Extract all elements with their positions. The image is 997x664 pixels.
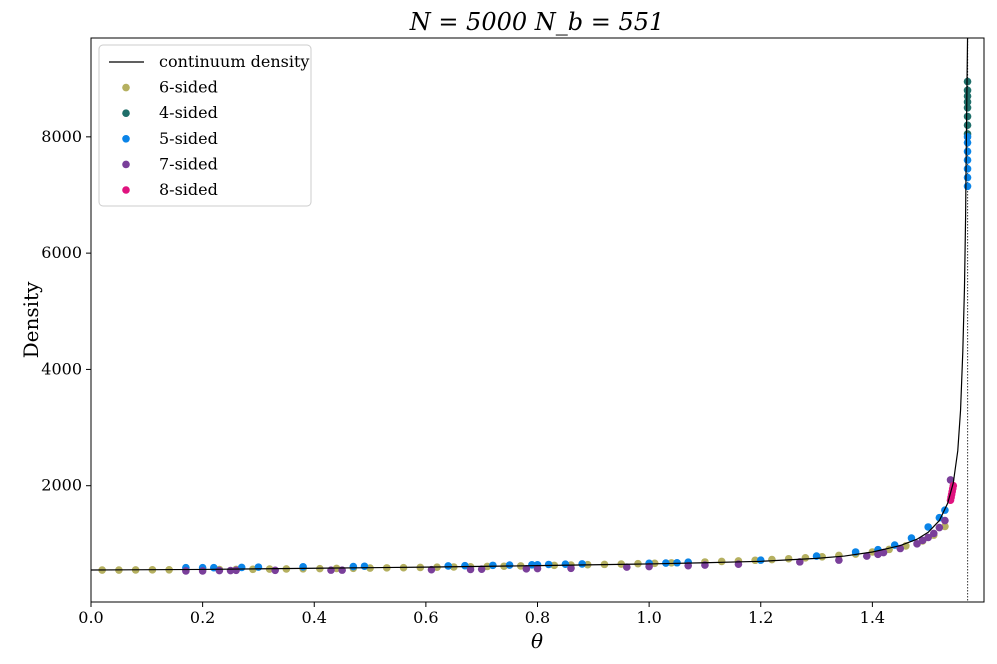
point-7-sided <box>918 536 927 545</box>
point-7-sided <box>879 548 888 557</box>
plot-inner <box>91 38 972 602</box>
point-4-sided <box>963 98 972 106</box>
point-7-sided <box>684 561 692 570</box>
continuum-density-line <box>91 38 969 571</box>
x-tick-label: 0.0 <box>78 608 103 627</box>
point-5-sided <box>578 560 586 568</box>
point-5-sided <box>489 561 497 570</box>
point-7-sided <box>924 533 932 542</box>
point-7-sided <box>946 476 955 484</box>
point-4-sided <box>963 121 972 130</box>
point-7-sided <box>533 564 542 573</box>
point-7-sided <box>427 565 436 574</box>
legend-label-continuum-density: continuum density <box>159 52 309 71</box>
point-7-sided <box>182 567 190 575</box>
x-tick-label: 0.2 <box>190 608 215 627</box>
point-5-sided <box>254 563 263 571</box>
x-tick-label: 0.8 <box>525 608 550 627</box>
point-5-sided <box>924 523 932 531</box>
point-5-sided <box>505 561 514 569</box>
point-5-sided <box>299 563 307 571</box>
point-7-sided <box>623 563 631 571</box>
point-5-sided <box>444 562 453 570</box>
x-tick-label: 0.4 <box>302 608 327 627</box>
point-7-sided <box>929 529 938 538</box>
x-tick-label: 1.4 <box>860 608 885 627</box>
legend-label-5-sided: 5-sided <box>159 129 218 148</box>
point-7-sided <box>522 565 531 573</box>
point-6-sided <box>717 557 726 566</box>
point-5-sided <box>528 560 536 569</box>
legend-swatch-8-sided <box>122 186 130 194</box>
legend-swatch-7-sided <box>122 160 130 169</box>
legend-box <box>98 44 312 207</box>
legend-label-7-sided: 7-sided <box>159 154 218 173</box>
point-4-sided <box>963 86 972 95</box>
plot-area: 0.0 0.2 0.4 0.6 0.8 1.0 1.2 1.4 2000 4000 6000 8000 <box>41 37 985 627</box>
x-tick-label: 0.6 <box>413 608 438 627</box>
x-tick-label: 1.0 <box>636 608 661 627</box>
legend-swatch-4-sided <box>122 109 130 117</box>
point-5-sided <box>544 560 553 569</box>
point-5-sided <box>561 560 570 569</box>
point-7-sided <box>567 564 575 573</box>
point-5-sided <box>349 562 358 571</box>
point-7-sided <box>835 556 843 564</box>
point-7-sided <box>466 565 475 574</box>
y-tick-label: 4000 <box>41 359 82 378</box>
y-tick-label: 6000 <box>41 243 82 262</box>
point-6-sided <box>751 556 759 565</box>
point-7-sided <box>796 558 804 566</box>
point-5-sided <box>360 562 369 571</box>
point-6-sided <box>768 555 776 564</box>
y-axis-label: Density <box>19 281 43 358</box>
point-7-sided <box>941 516 949 525</box>
point-5-sided <box>963 182 972 191</box>
point-6-sided <box>801 554 810 562</box>
y-tick-label: 8000 <box>41 127 82 146</box>
y-tick-label: 2000 <box>41 476 82 495</box>
legend-swatch-5-sided <box>122 135 130 143</box>
legend-swatch-6-sided <box>122 83 130 92</box>
point-5-sided <box>907 534 916 542</box>
point-7-sided <box>477 565 486 573</box>
legend-label-8-sided: 8-sided <box>159 180 218 199</box>
point-5-sided <box>963 133 972 141</box>
x-tick-label: 1.2 <box>748 608 773 627</box>
point-7-sided <box>271 566 279 575</box>
point-7-sided <box>645 562 653 571</box>
point-5-sided <box>756 556 765 564</box>
point-5-sided <box>963 165 972 173</box>
legend-label-4-sided: 4-sided <box>159 103 218 122</box>
point-7-sided <box>215 566 224 575</box>
x-axis-label: θ <box>531 629 543 653</box>
point-7-sided <box>232 566 240 575</box>
legend-label-6-sided: 6-sided <box>159 78 218 97</box>
point-5-sided <box>963 138 972 147</box>
point-4-sided <box>963 112 972 121</box>
point-7-sided <box>198 567 207 575</box>
point-5-sided <box>963 173 972 182</box>
point-4-sided <box>963 103 972 112</box>
point-5-sided <box>963 147 972 156</box>
point-5-sided <box>963 156 972 164</box>
legend: continuum density 6-sided 4-sided 5-sided 7-… <box>98 44 312 207</box>
chart-title: N = 5000 N_b = 551 <box>409 8 665 36</box>
point-4-sided <box>963 92 972 100</box>
point-7-sided <box>913 540 921 548</box>
point-7-sided <box>862 552 871 560</box>
point-6-sided <box>784 554 793 563</box>
point-7-sided <box>935 523 944 532</box>
point-5-sided <box>461 561 469 570</box>
